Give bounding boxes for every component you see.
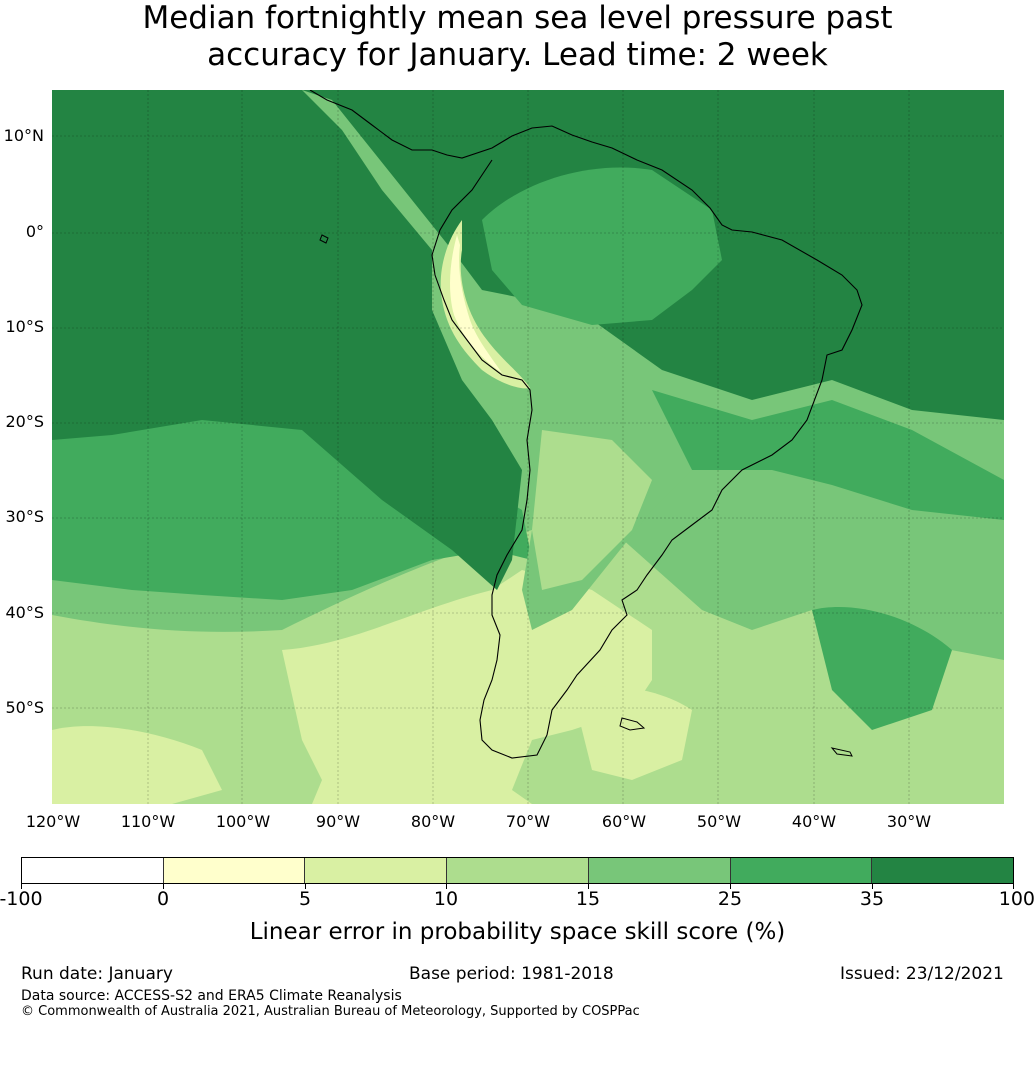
skill-field-25-35-southeast xyxy=(812,606,952,730)
lon-label-50w: 50°W xyxy=(696,812,742,831)
colorbar-tick xyxy=(446,884,447,889)
skill-field-10-15-interior xyxy=(532,430,652,590)
south-georgia-outline xyxy=(830,747,853,757)
map-panel[interactable] xyxy=(52,90,1004,804)
colorbar-tick-label: -100 xyxy=(0,888,43,910)
colorbar-tick xyxy=(21,884,22,889)
colorbar-tick xyxy=(730,884,731,889)
falkland-islands-outline xyxy=(619,717,646,731)
skill-field-5-10-patagonia xyxy=(572,686,692,780)
lat-label-10s: 10°S xyxy=(5,317,44,336)
copyright: © Commonwealth of Australia 2021, Austra… xyxy=(21,1004,640,1019)
lon-label-110w: 110°W xyxy=(120,812,176,831)
colorbar-tick-label: 15 xyxy=(575,888,601,910)
lat-label-40s: 40°S xyxy=(5,603,44,622)
colorbar-tick xyxy=(1013,884,1014,889)
title-line-1: Median fortnightly mean sea level pressu… xyxy=(142,0,893,36)
lat-label-10n: 10°N xyxy=(3,126,44,145)
skill-field-35-100-pacific xyxy=(52,90,522,590)
south-america-coastline xyxy=(309,90,863,759)
colorbar-tick-label: 5 xyxy=(298,888,312,910)
colorbar-label: Linear error in probability space skill … xyxy=(249,919,786,945)
colorbar-segment xyxy=(22,858,164,883)
colorbar xyxy=(21,857,1014,884)
colorbar-tick-label: 10 xyxy=(433,888,459,910)
skill-field-25-35-east xyxy=(642,390,1004,520)
lat-label-20s: 20°S xyxy=(5,412,44,431)
colorbar-segment xyxy=(447,858,589,883)
lon-label-90w: 90°W xyxy=(315,812,361,831)
colorbar-segment xyxy=(163,858,306,883)
title-line-2: accuracy for January. Lead time: 2 week xyxy=(207,37,828,73)
lon-label-100w: 100°W xyxy=(215,812,271,831)
base-period: Base period: 1981-2018 xyxy=(409,964,614,984)
lon-label-80w: 80°W xyxy=(410,812,456,831)
colorbar-tick-label: 25 xyxy=(717,888,743,910)
chart-title: Median fortnightly mean sea level pressu… xyxy=(0,0,1035,74)
lon-label-70w: 70°W xyxy=(505,812,551,831)
lon-label-120w: 120°W xyxy=(25,812,81,831)
colorbar-tick xyxy=(872,884,873,889)
lon-label-60w: 60°W xyxy=(601,812,647,831)
lat-label-50s: 50°S xyxy=(5,698,44,717)
skill-field-5-10-southwest xyxy=(52,726,222,804)
issued-date: Issued: 23/12/2021 xyxy=(840,964,1004,984)
colorbar-segment xyxy=(305,858,448,883)
data-source: Data source: ACCESS-S2 and ERA5 Climate … xyxy=(21,988,402,1004)
colorbar-tick-label: 100 xyxy=(998,888,1035,910)
lon-label-40w: 40°W xyxy=(791,812,837,831)
skill-field-5-10-south xyxy=(282,570,652,804)
lon-label-30w: 30°W xyxy=(886,812,932,831)
colorbar-tick-label: 0 xyxy=(156,888,170,910)
skill-field-andes-0-5 xyxy=(450,235,502,373)
colorbar-tick xyxy=(163,884,164,889)
skill-field-25-35-amazon xyxy=(482,167,722,325)
colorbar-tick xyxy=(588,884,589,889)
lat-label-0: 0° xyxy=(25,222,44,241)
colorbar-tick xyxy=(305,884,306,889)
colorbar-segment xyxy=(872,858,1014,883)
colorbar-segment xyxy=(730,858,873,883)
lat-label-30s: 30°S xyxy=(5,507,44,526)
run-date: Run date: January xyxy=(21,964,173,984)
colorbar-segment xyxy=(588,858,731,883)
galapagos-outline xyxy=(319,234,329,244)
skill-field-andes-5-10 xyxy=(440,220,530,389)
map-canvas xyxy=(52,90,1004,804)
colorbar-tick-label: 35 xyxy=(859,888,885,910)
